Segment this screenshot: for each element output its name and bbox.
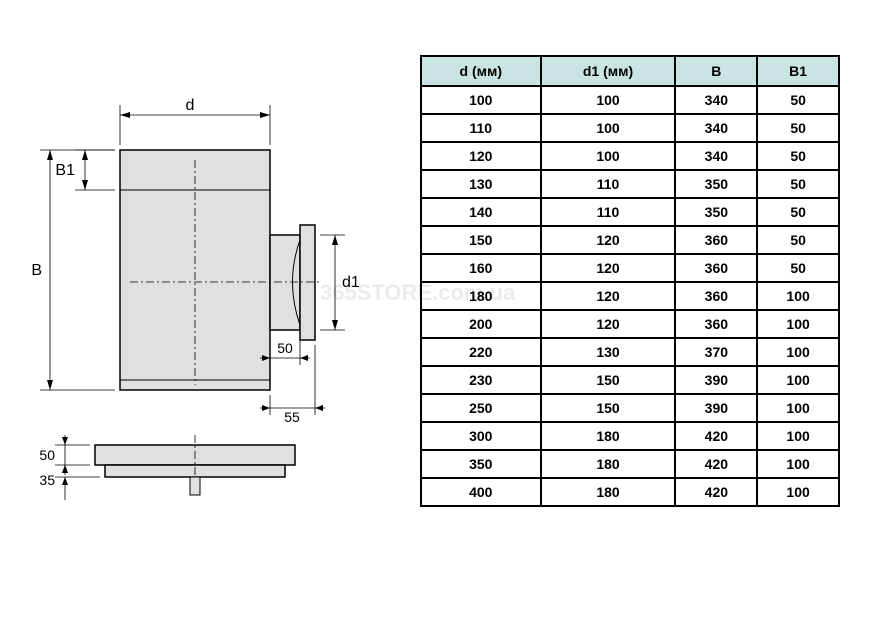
table-cell: 340 — [675, 86, 757, 114]
table-cell: 100 — [757, 338, 839, 366]
dim-B: B — [31, 262, 42, 279]
table-cell: 420 — [675, 478, 757, 506]
table-cell: 100 — [757, 394, 839, 422]
table-row: 180120360100 — [421, 282, 839, 310]
table-cell: 350 — [675, 198, 757, 226]
table-row: 350180420100 — [421, 450, 839, 478]
table-cell: 110 — [541, 198, 676, 226]
table-cell: 150 — [541, 394, 676, 422]
table-row: 220130370100 — [421, 338, 839, 366]
table-cell: 340 — [675, 114, 757, 142]
table-cell: 100 — [757, 450, 839, 478]
table-cell: 50 — [757, 114, 839, 142]
table-cell: 50 — [757, 198, 839, 226]
table-cell: 350 — [675, 170, 757, 198]
table-cell: 180 — [421, 282, 541, 310]
table-cell: 360 — [675, 226, 757, 254]
table-cell: 110 — [541, 170, 676, 198]
table-cell: 130 — [541, 338, 676, 366]
dim-B1: B1 — [55, 162, 75, 179]
table-cell: 360 — [675, 310, 757, 338]
table-cell: 100 — [541, 114, 676, 142]
col-B: B — [675, 56, 757, 86]
table-row: 250150390100 — [421, 394, 839, 422]
table-cell: 150 — [421, 226, 541, 254]
table-cell: 200 — [421, 310, 541, 338]
table-cell: 400 — [421, 478, 541, 506]
table-row: 300180420100 — [421, 422, 839, 450]
table-cell: 100 — [757, 310, 839, 338]
table-cell: 50 — [757, 254, 839, 282]
dim-35: 35 — [39, 472, 55, 488]
col-d: d (мм) — [421, 56, 541, 86]
table-cell: 100 — [757, 422, 839, 450]
table-cell: 300 — [421, 422, 541, 450]
table-cell: 120 — [541, 282, 676, 310]
table-cell: 50 — [757, 170, 839, 198]
table-row: 400180420100 — [421, 478, 839, 506]
table-cell: 100 — [757, 478, 839, 506]
table-cell: 360 — [675, 282, 757, 310]
table-cell: 180 — [541, 422, 676, 450]
table-row: 10010034050 — [421, 86, 839, 114]
table-cell: 160 — [421, 254, 541, 282]
col-d1: d1 (мм) — [541, 56, 676, 86]
dim-d1: d1 — [342, 274, 360, 291]
table-cell: 100 — [541, 142, 676, 170]
dim-55: 55 — [284, 409, 300, 425]
table-cell: 420 — [675, 450, 757, 478]
table-cell: 100 — [757, 366, 839, 394]
table-cell: 370 — [675, 338, 757, 366]
table-row: 11010034050 — [421, 114, 839, 142]
table-cell: 220 — [421, 338, 541, 366]
table-cell: 100 — [541, 86, 676, 114]
table-row: 200120360100 — [421, 310, 839, 338]
dim-50-side: 50 — [277, 340, 293, 356]
table-cell: 110 — [421, 114, 541, 142]
table-cell: 350 — [421, 450, 541, 478]
table-cell: 50 — [757, 142, 839, 170]
table-cell: 390 — [675, 394, 757, 422]
table-cell: 120 — [541, 254, 676, 282]
table-cell: 100 — [421, 86, 541, 114]
table-cell: 420 — [675, 422, 757, 450]
table-cell: 50 — [757, 226, 839, 254]
dim-50-bottom: 50 — [39, 447, 55, 463]
table-cell: 230 — [421, 366, 541, 394]
table-row: 15012036050 — [421, 226, 839, 254]
table-row: 14011035050 — [421, 198, 839, 226]
table-cell: 50 — [757, 86, 839, 114]
table-cell: 140 — [421, 198, 541, 226]
dimensions-table: d (мм) d1 (мм) B B1 10010034050110100340… — [420, 55, 840, 507]
table-cell: 120 — [421, 142, 541, 170]
table-cell: 150 — [541, 366, 676, 394]
table-cell: 180 — [541, 478, 676, 506]
table-cell: 250 — [421, 394, 541, 422]
table-cell: 390 — [675, 366, 757, 394]
col-B1: B1 — [757, 56, 839, 86]
table-row: 16012036050 — [421, 254, 839, 282]
technical-diagram: d B1 B d1 — [0, 0, 420, 636]
table-cell: 120 — [541, 226, 676, 254]
table-row: 12010034050 — [421, 142, 839, 170]
table-row: 230150390100 — [421, 366, 839, 394]
table-cell: 100 — [757, 282, 839, 310]
table-cell: 340 — [675, 142, 757, 170]
dim-d: d — [186, 97, 195, 114]
table-cell: 130 — [421, 170, 541, 198]
table-row: 13011035050 — [421, 170, 839, 198]
table-cell: 360 — [675, 254, 757, 282]
table-cell: 180 — [541, 450, 676, 478]
table-cell: 120 — [541, 310, 676, 338]
table-header-row: d (мм) d1 (мм) B B1 — [421, 56, 839, 86]
